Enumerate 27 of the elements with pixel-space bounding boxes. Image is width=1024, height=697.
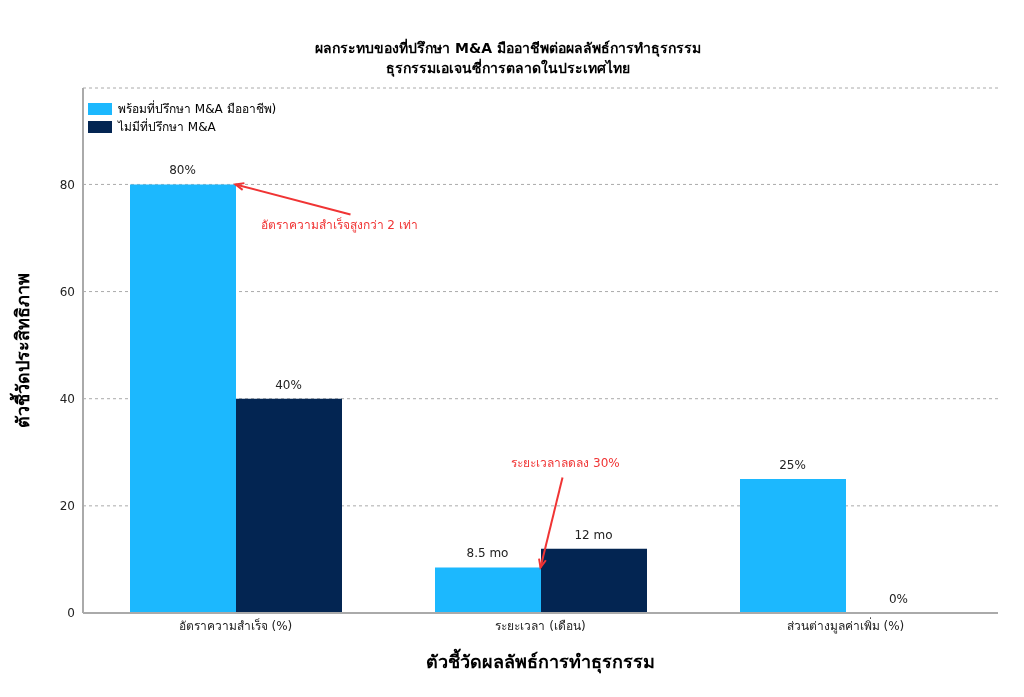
- data-label: 80%: [169, 163, 196, 178]
- data-label: 40%: [275, 377, 302, 392]
- y-tick-label: 60: [59, 284, 75, 299]
- legend-label: พร้อมที่ปรึกษา M&A มืออาชีพ): [118, 100, 277, 118]
- bar: [236, 398, 342, 613]
- annotation: ระยะเวลาลดลง 30%: [511, 456, 620, 471]
- bar: [130, 184, 236, 613]
- y-axis-title: ตัวชี้วัดประสิทธิภาพ: [9, 273, 34, 428]
- x-tick-label: ส่วนต่างมูลค่าเพิ่ม (%): [786, 616, 905, 634]
- data-label: 0%: [888, 592, 909, 606]
- x-tick-label: อัตราความสำเร็จ (%): [178, 617, 293, 633]
- data-label: 25%: [779, 458, 806, 473]
- y-tick-label: 20: [59, 499, 75, 514]
- y-tick-label: 40: [59, 391, 75, 406]
- y-tick-label: 0: [67, 606, 75, 621]
- chart-title: ผลกระทบของที่ปรึกษา M&A มืออาชีพต่อผลลัพธ์การทำธุรกรรม: [314, 38, 702, 58]
- data-label: 12 mo: [574, 527, 613, 542]
- y-tick-label: 80: [59, 177, 75, 192]
- chart-subtitle: ธุรกรรมเอเจนซี่การตลาดในประเทศไทย: [385, 58, 631, 78]
- annotation: อัตราความสำเร็จสูงกว่า 2 เท่า: [260, 217, 418, 234]
- bar: [740, 479, 846, 613]
- bar: [541, 548, 647, 613]
- data-label: 8.5 mo: [466, 546, 509, 561]
- x-axis-title: ตัวชี้วัดผลลัพธ์การทำธุรกรรม: [426, 648, 655, 674]
- legend-label: ไม่มีที่ปรึกษา M&A: [118, 118, 216, 136]
- bar: [435, 567, 541, 613]
- x-tick-label: ระยะเวลา (เดือน): [495, 618, 586, 633]
